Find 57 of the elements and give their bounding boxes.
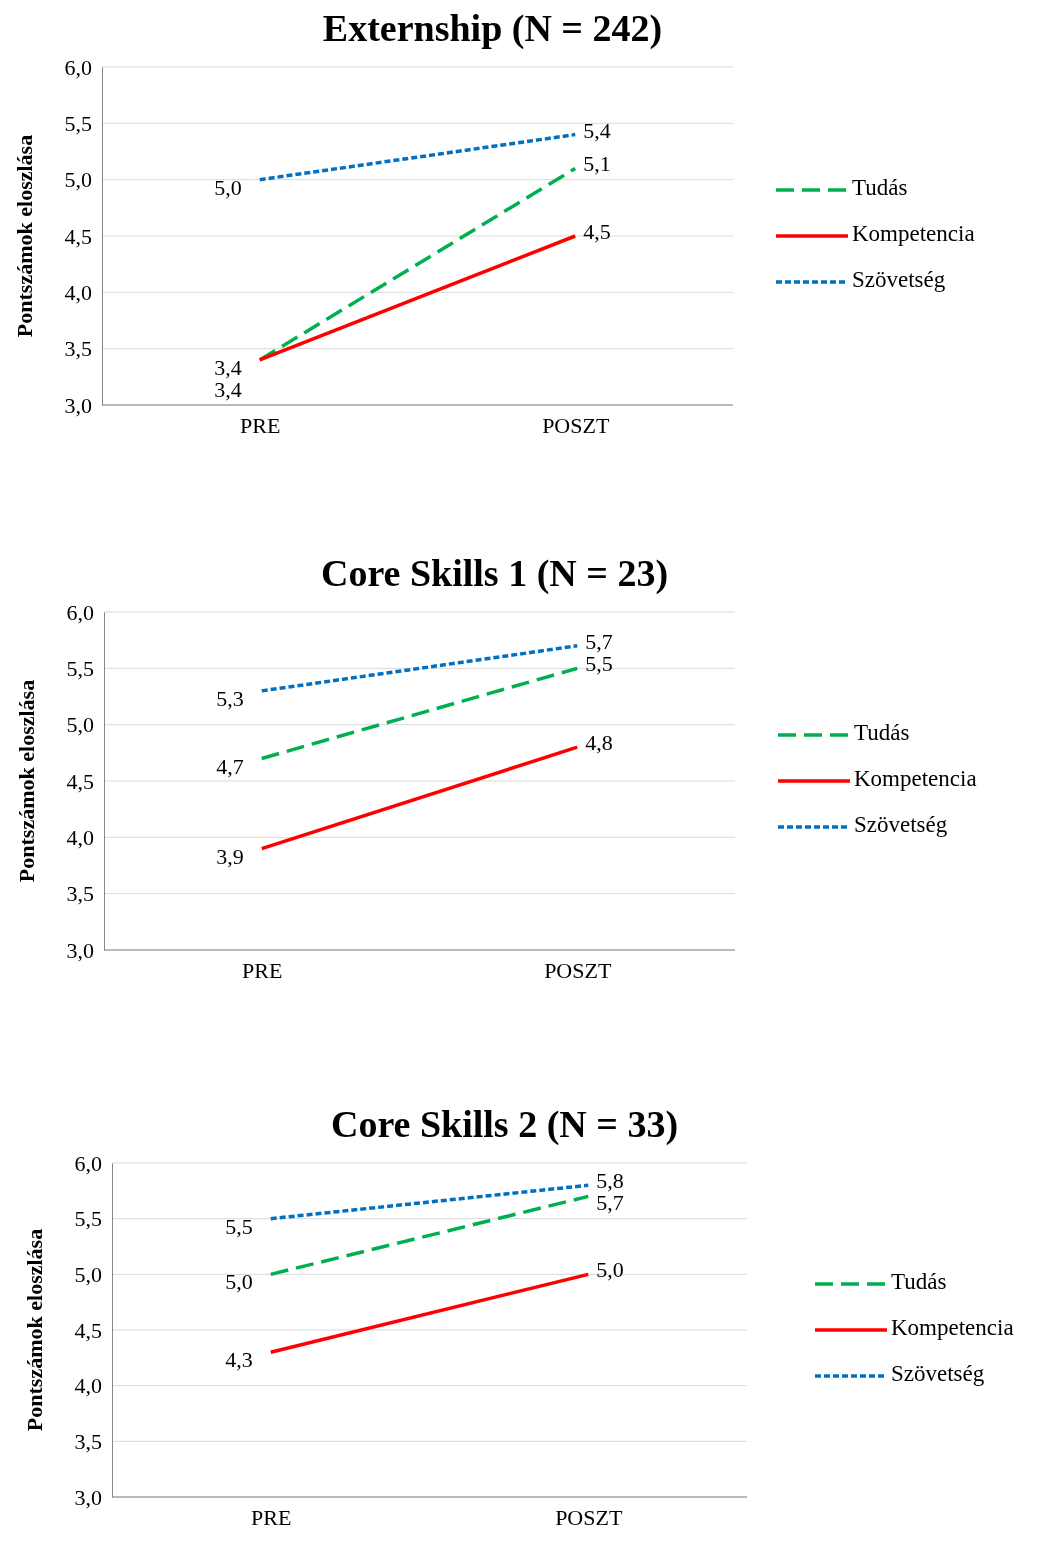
data-label: 5,4 <box>583 117 611 143</box>
data-label: 5,0 <box>225 1269 253 1295</box>
data-label: 5,1 <box>583 151 611 177</box>
x-tick-label: PRE <box>242 957 283 983</box>
legend-label: Kompetencia <box>852 221 975 247</box>
y-tick-label: 4,0 <box>74 1373 102 1399</box>
y-tick-label: 5,0 <box>66 712 94 738</box>
y-axis-title: Pontszámok eloszlása <box>14 679 39 883</box>
y-tick-label: 6,0 <box>64 54 92 80</box>
y-tick-label: 3,5 <box>66 881 94 907</box>
x-tick-label: PRE <box>251 1504 292 1530</box>
legend-label: Tudás <box>891 1269 947 1295</box>
y-tick-label: 5,5 <box>66 655 94 681</box>
y-tick-label: 5,0 <box>74 1261 102 1287</box>
y-tick-label: 4,5 <box>74 1317 102 1343</box>
chart-title: Externship (N = 242) <box>322 7 663 50</box>
y-tick-label: 5,5 <box>74 1206 102 1232</box>
data-label: 5,0 <box>214 174 242 200</box>
legend-label: Tudás <box>854 720 910 746</box>
data-label: 4,5 <box>583 219 611 245</box>
y-tick-label: 3,0 <box>74 1484 102 1510</box>
data-label: 5,8 <box>596 1168 624 1194</box>
legend-label: Kompetencia <box>854 766 977 792</box>
x-tick-label: PRE <box>240 412 281 438</box>
y-axis-title: Pontszámok eloszlása <box>22 1228 47 1432</box>
y-tick-label: 6,0 <box>66 599 94 625</box>
legend-label: Szövetség <box>852 267 946 293</box>
data-label: 5,7 <box>585 628 613 654</box>
data-label: 3,4 <box>214 354 242 380</box>
y-axis-title: Pontszámok eloszlása <box>12 134 37 338</box>
data-label: 3,9 <box>216 843 244 869</box>
y-tick-label: 3,0 <box>66 937 94 963</box>
data-label: 5,3 <box>216 685 244 711</box>
legend-label: Tudás <box>852 175 908 201</box>
y-tick-label: 3,5 <box>74 1428 102 1454</box>
data-label: 5,0 <box>596 1257 624 1283</box>
y-tick-label: 4,5 <box>66 768 94 794</box>
x-tick-label: POSZT <box>544 957 612 983</box>
y-tick-label: 4,0 <box>64 279 92 305</box>
data-label: 4,3 <box>225 1347 253 1373</box>
legend-label: Szövetség <box>854 812 948 838</box>
y-tick-label: 6,0 <box>74 1150 102 1176</box>
y-tick-label: 5,0 <box>64 167 92 193</box>
y-tick-label: 3,5 <box>64 336 92 362</box>
y-tick-label: 4,0 <box>66 824 94 850</box>
data-label: 5,5 <box>225 1213 253 1239</box>
chart-title: Core Skills 2 (N = 33) <box>330 1103 679 1146</box>
chart-title: Core Skills 1 (N = 23) <box>320 552 669 595</box>
legend-label: Kompetencia <box>891 1315 1014 1341</box>
x-tick-label: POSZT <box>542 412 610 438</box>
data-label: 4,8 <box>585 730 613 756</box>
y-tick-label: 5,5 <box>64 110 92 136</box>
y-tick-label: 3,0 <box>64 392 92 418</box>
legend-label: Szövetség <box>891 1361 985 1387</box>
x-tick-label: POSZT <box>555 1504 623 1530</box>
y-tick-label: 4,5 <box>64 223 92 249</box>
data-label: 4,7 <box>216 753 244 779</box>
